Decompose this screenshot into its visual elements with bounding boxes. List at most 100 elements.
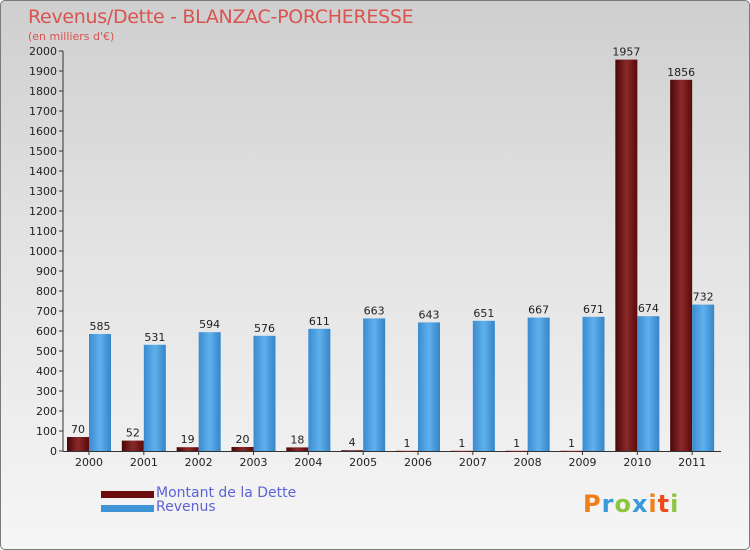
y-tick-label: 1500 xyxy=(29,145,57,158)
data-label-dette: 20 xyxy=(236,433,250,446)
data-label-revenus: 663 xyxy=(364,304,385,317)
y-tick-label: 400 xyxy=(36,365,57,378)
y-tick-label: 800 xyxy=(36,285,57,298)
logo-letter: o xyxy=(614,490,632,518)
bar-revenus xyxy=(143,344,166,451)
bar-revenus xyxy=(637,316,660,451)
bar-revenus xyxy=(418,322,440,451)
bar-dette xyxy=(560,450,583,452)
y-tick-label: 500 xyxy=(36,345,57,358)
x-tick-label: 2004 xyxy=(294,456,322,469)
x-tick-label: 2009 xyxy=(569,456,597,469)
data-label-dette: 18 xyxy=(290,433,304,446)
data-label-revenus: 674 xyxy=(638,302,659,315)
bar-dette xyxy=(450,450,473,452)
x-tick-label: 2006 xyxy=(404,456,432,469)
bars xyxy=(67,59,715,452)
data-label-dette: 1 xyxy=(513,437,520,450)
x-tick-label: 2008 xyxy=(514,456,542,469)
legend-swatch-revenus xyxy=(101,505,154,512)
bar-dette xyxy=(341,450,364,451)
y-tick-label: 100 xyxy=(36,425,57,438)
data-label-dette: 4 xyxy=(349,436,356,449)
bar-revenus xyxy=(472,320,495,451)
bar-dette xyxy=(121,440,144,451)
bar-dette xyxy=(231,447,254,451)
legend-label-revenus: Revenus xyxy=(156,499,216,515)
data-label-revenus: 594 xyxy=(199,318,220,331)
y-tick-label: 2000 xyxy=(29,45,57,58)
logo-letter: i xyxy=(670,490,680,518)
bar-dette xyxy=(396,450,418,452)
bar-revenus xyxy=(527,317,550,451)
y-tick-label: 1300 xyxy=(29,185,57,198)
data-label-revenus: 531 xyxy=(144,331,165,344)
chart-subtitle: (en milliers d'€) xyxy=(28,30,115,43)
x-tick-label: 2002 xyxy=(185,456,213,469)
x-tick-label: 2003 xyxy=(240,456,268,469)
bar-revenus xyxy=(198,332,221,451)
legend-swatch-dette xyxy=(101,491,154,498)
data-label-dette: 1 xyxy=(404,437,411,450)
data-label-revenus: 643 xyxy=(419,308,440,321)
x-tick-label: 2000 xyxy=(75,456,103,469)
bar-dette xyxy=(505,450,528,452)
logo-letter: t xyxy=(657,490,671,518)
y-tick-label: 1200 xyxy=(29,205,57,218)
data-label-revenus: 671 xyxy=(583,303,604,316)
data-label-revenus: 585 xyxy=(90,320,111,333)
logo-letter: x xyxy=(631,490,649,518)
data-label-revenus: 651 xyxy=(473,307,494,320)
data-label-revenus: 576 xyxy=(254,322,275,335)
legend-label-dette: Montant de la Dette xyxy=(156,485,297,501)
logo-letter: r xyxy=(601,490,615,518)
bar-dette xyxy=(615,59,638,451)
data-label-dette: 1856 xyxy=(667,66,695,79)
logo-letter: P xyxy=(583,490,602,518)
y-tick-label: 1700 xyxy=(29,105,57,118)
data-label-dette: 1 xyxy=(458,437,465,450)
bar-revenus xyxy=(363,318,386,451)
chart-title: Revenus/Dette - BLANZAC-PORCHERESSE xyxy=(28,6,414,28)
x-tick-label: 2007 xyxy=(459,456,487,469)
data-label-revenus: 732 xyxy=(693,291,714,304)
bar-revenus xyxy=(308,328,331,451)
bar-dette xyxy=(286,447,309,451)
bar-revenus xyxy=(253,335,276,451)
data-label-revenus: 611 xyxy=(309,315,330,328)
y-tick-label: 0 xyxy=(50,445,57,458)
y-tick-label: 1100 xyxy=(29,225,57,238)
y-tick-label: 1000 xyxy=(29,245,57,258)
bar-revenus xyxy=(582,316,605,451)
y-tick-label: 1900 xyxy=(29,65,57,78)
y-tick-label: 700 xyxy=(36,305,57,318)
logo-letter: i xyxy=(648,490,658,518)
bar-dette xyxy=(67,437,89,451)
data-label-dette: 52 xyxy=(126,427,140,440)
bar-revenus xyxy=(89,334,111,451)
data-label-dette: 1 xyxy=(568,437,575,450)
data-label-dette: 70 xyxy=(71,423,85,436)
proxiti-logo: Proxiti xyxy=(583,490,679,518)
bar-revenus xyxy=(692,304,715,451)
y-tick-label: 300 xyxy=(36,385,57,398)
bar-dette xyxy=(176,447,199,451)
bar-dette xyxy=(670,79,693,452)
y-tick-label: 200 xyxy=(36,405,57,418)
y-tick-label: 900 xyxy=(36,265,57,278)
x-tick-label: 2001 xyxy=(130,456,158,469)
data-labels: 70 585 52 531 19 594 20 576 18 611 4 663 1 643 1 651 1 66… xyxy=(71,46,714,450)
x-tick-label: 2005 xyxy=(349,456,377,469)
y-tick-label: 600 xyxy=(36,325,57,338)
x-tick-label: 2011 xyxy=(678,456,706,469)
data-label-dette: 1957 xyxy=(612,46,640,59)
y-tick-label: 1400 xyxy=(29,165,57,178)
y-tick-label: 1800 xyxy=(29,85,57,98)
data-label-dette: 19 xyxy=(181,433,195,446)
axes: 0100200300400500600700800900100011001200… xyxy=(29,45,721,469)
data-label-revenus: 667 xyxy=(528,304,549,317)
x-tick-label: 2010 xyxy=(623,456,651,469)
y-tick-label: 1600 xyxy=(29,125,57,138)
